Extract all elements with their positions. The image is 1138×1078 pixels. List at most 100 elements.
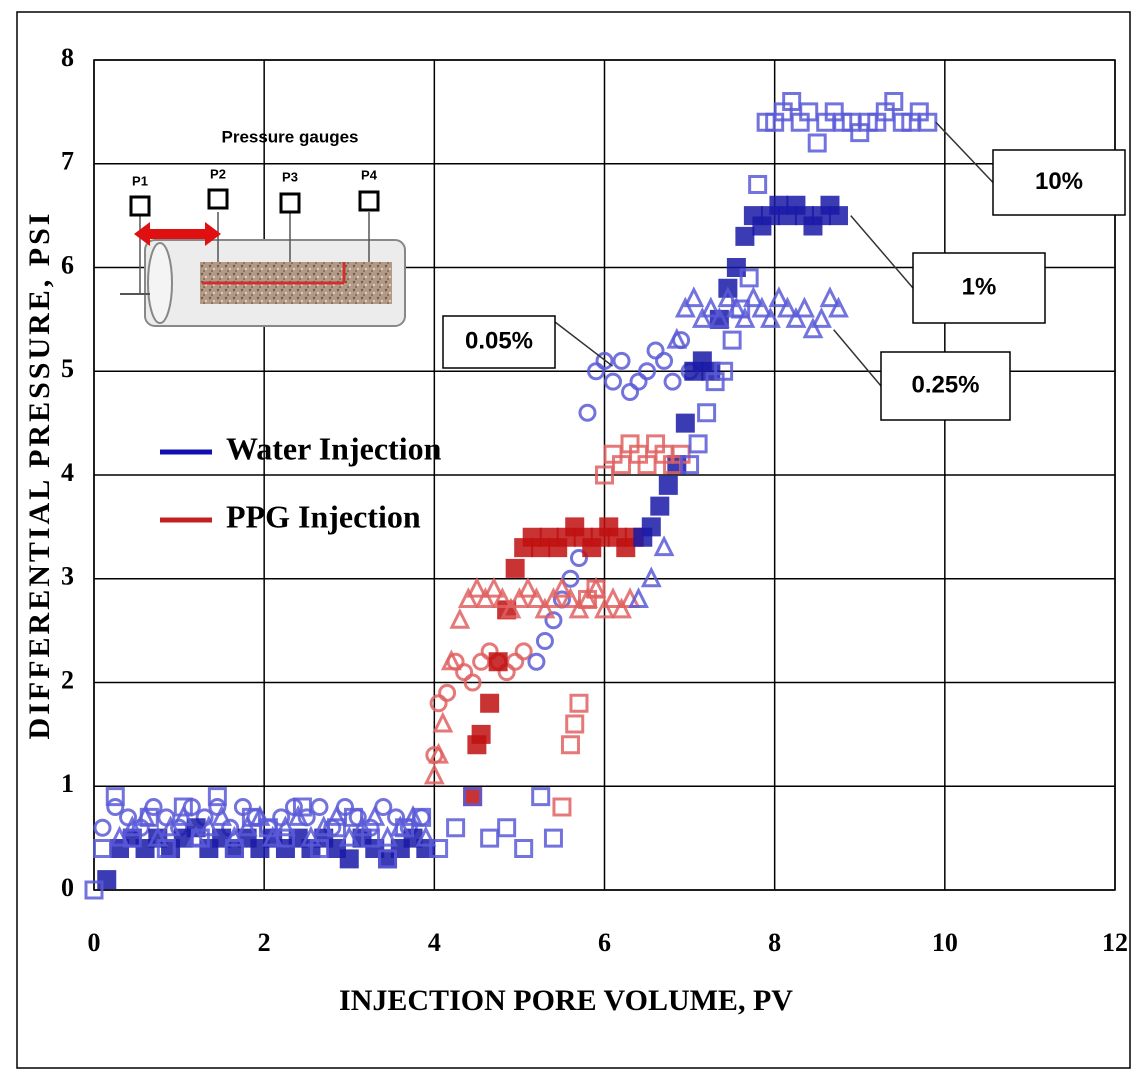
point xyxy=(483,576,505,598)
point xyxy=(480,693,500,713)
point xyxy=(565,714,585,734)
point xyxy=(742,286,764,308)
point xyxy=(543,828,563,848)
point xyxy=(527,652,546,671)
point xyxy=(739,268,759,288)
point xyxy=(578,403,597,422)
point xyxy=(650,496,670,516)
point xyxy=(471,724,491,744)
point xyxy=(722,330,742,350)
point xyxy=(768,286,790,308)
y-tick-label: 8 xyxy=(61,43,74,72)
point xyxy=(415,825,437,847)
point xyxy=(514,839,534,858)
point xyxy=(463,787,483,807)
point xyxy=(190,828,210,848)
y-tick-label: 6 xyxy=(61,250,74,279)
point xyxy=(658,475,678,495)
point xyxy=(807,133,827,153)
point xyxy=(595,351,614,370)
point xyxy=(552,797,572,817)
point xyxy=(508,587,530,608)
gauge-label: P1 xyxy=(132,173,148,188)
point xyxy=(748,175,768,194)
point xyxy=(488,652,508,672)
point xyxy=(144,798,163,816)
point xyxy=(449,607,471,629)
callout-label: 10% xyxy=(1035,168,1083,195)
y-tick-label: 1 xyxy=(61,769,74,798)
point xyxy=(543,587,564,608)
point xyxy=(708,307,730,328)
point xyxy=(759,307,781,328)
point xyxy=(811,307,832,328)
point xyxy=(446,818,466,838)
point xyxy=(84,880,104,900)
point xyxy=(675,413,695,433)
point xyxy=(526,587,547,608)
callout-label: 0.05% xyxy=(465,327,533,354)
point xyxy=(586,579,606,599)
point xyxy=(735,226,755,246)
point xyxy=(655,351,674,370)
y-tick-label: 0 xyxy=(61,873,74,902)
point xyxy=(223,825,245,847)
point xyxy=(428,742,450,764)
inset-title: Pressure gauges xyxy=(221,127,358,146)
point xyxy=(534,597,556,619)
y-tick-label: 3 xyxy=(61,562,74,591)
y-axis-label: DIFFERENTIAL PRESSURE, PSI xyxy=(23,211,56,740)
point xyxy=(466,576,488,598)
point xyxy=(714,361,734,381)
point xyxy=(653,535,675,557)
point xyxy=(423,763,445,785)
point xyxy=(569,549,588,567)
end-cap xyxy=(147,242,173,324)
point xyxy=(438,683,457,702)
point xyxy=(638,362,657,381)
x-tick-label: 6 xyxy=(598,928,611,957)
callout-box xyxy=(912,252,1046,324)
point xyxy=(604,372,623,391)
x-tick-label: 0 xyxy=(88,928,101,957)
point xyxy=(122,828,142,848)
callout-line xyxy=(935,121,994,184)
point xyxy=(560,587,581,608)
x-tick-label: 8 xyxy=(768,928,781,957)
point xyxy=(139,807,159,827)
point xyxy=(491,587,513,608)
point xyxy=(612,351,631,370)
callout-box xyxy=(880,351,1011,421)
legend-label: Water Injection xyxy=(226,430,442,466)
point xyxy=(121,815,143,837)
point xyxy=(377,825,398,847)
x-tick-label: 2 xyxy=(258,928,271,957)
point xyxy=(432,711,454,733)
point xyxy=(429,839,449,858)
point xyxy=(688,434,708,454)
callout-line xyxy=(850,215,914,289)
point xyxy=(106,798,125,816)
point xyxy=(457,587,479,608)
x-tick-label: 4 xyxy=(428,928,441,957)
gauge xyxy=(207,188,229,210)
point xyxy=(683,286,705,308)
callout-box xyxy=(442,315,556,369)
point xyxy=(326,805,347,826)
y-tick-label: 5 xyxy=(61,354,74,383)
gauge xyxy=(358,190,380,212)
point xyxy=(241,807,261,827)
point xyxy=(258,818,278,838)
point xyxy=(700,296,722,318)
point xyxy=(663,372,682,391)
point xyxy=(309,839,329,858)
point xyxy=(594,597,615,619)
point xyxy=(93,818,112,837)
point xyxy=(602,587,624,608)
point xyxy=(160,815,182,837)
point xyxy=(641,517,661,537)
point xyxy=(777,296,798,318)
point xyxy=(785,307,807,328)
point xyxy=(105,787,125,807)
callout-box xyxy=(992,149,1126,216)
